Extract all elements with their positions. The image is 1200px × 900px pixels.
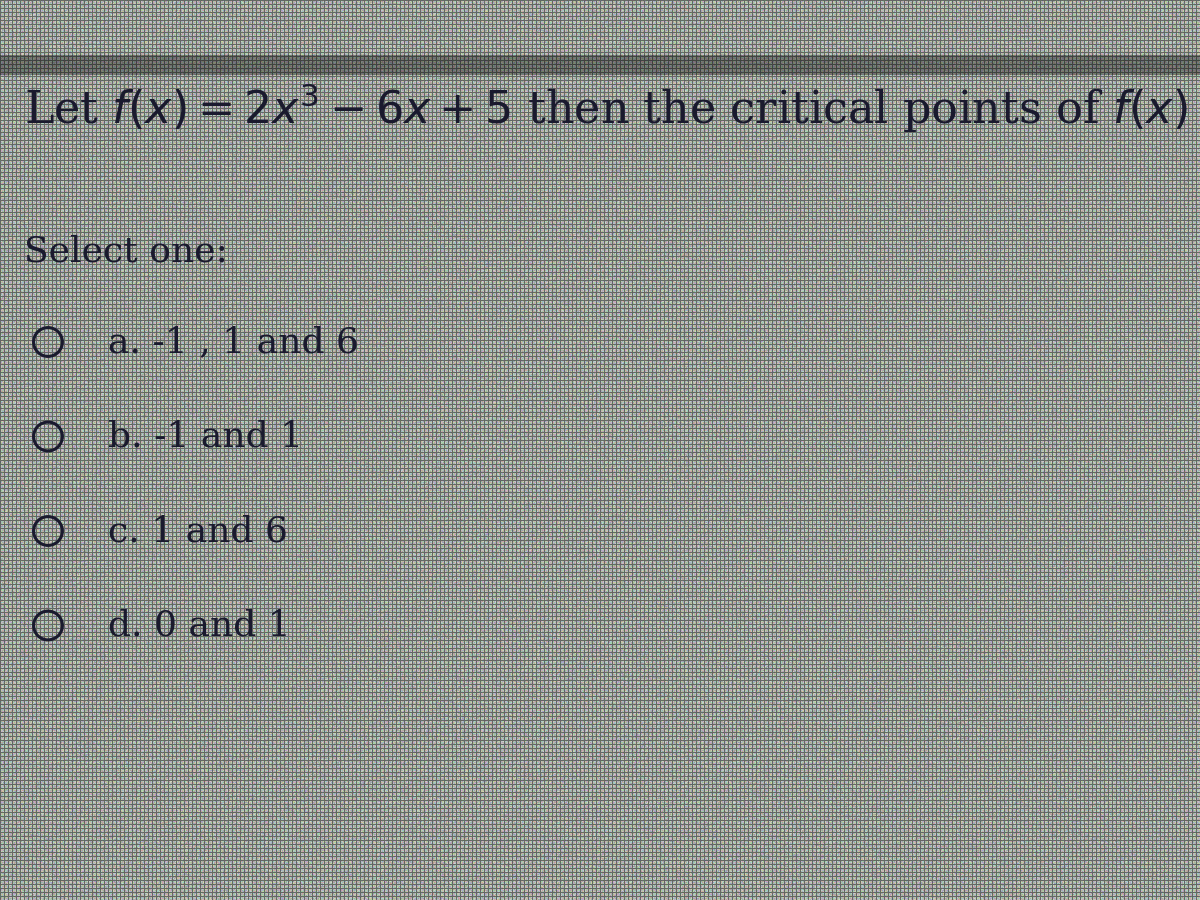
Text: a. -1 , 1 and 6: a. -1 , 1 and 6 [108,325,359,359]
Text: Let $f(x) = 2x^3 - 6x + 5$ then the critical points of $f(x)$ are: Let $f(x) = 2x^3 - 6x + 5$ then the crit… [24,81,1200,135]
Text: d. 0 and 1: d. 0 and 1 [108,608,290,643]
Text: b. -1 and 1: b. -1 and 1 [108,419,304,454]
Text: c. 1 and 6: c. 1 and 6 [108,514,288,548]
Text: Select one:: Select one: [24,235,228,269]
